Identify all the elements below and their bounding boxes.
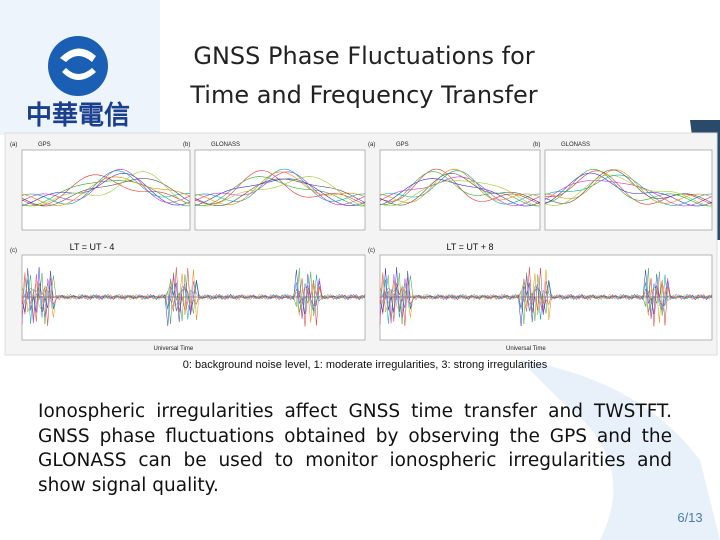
plot-trace	[21, 178, 191, 207]
x-axis-label: Universal Time	[506, 346, 546, 352]
plot-trace	[194, 170, 366, 205]
plot-trace	[194, 171, 366, 206]
plot-trace	[21, 180, 190, 207]
plot-trace	[544, 174, 713, 206]
plot-trace	[21, 172, 191, 206]
plot-trace	[379, 274, 713, 325]
plot-trace	[544, 180, 713, 207]
plot-trace	[194, 176, 365, 207]
plot-trace	[379, 168, 541, 203]
plot-trace	[21, 267, 366, 327]
page-number: 6/13	[677, 510, 702, 525]
logo: 中華電信	[26, 36, 130, 130]
logo-text: 中華電信	[26, 100, 130, 130]
plot-trace	[544, 169, 713, 204]
plot-trace	[21, 168, 191, 203]
watermark	[520, 360, 720, 540]
panel-tag: (c)	[10, 248, 17, 254]
plot-trace	[21, 170, 191, 205]
panel-tag: (b)	[183, 142, 190, 148]
plot-trace	[194, 176, 366, 207]
plot-trace	[21, 274, 366, 325]
panel-tag: (b)	[533, 142, 540, 148]
plot-trace	[21, 171, 191, 207]
figure-caption: 0: background noise level, 1: moderate i…	[183, 359, 548, 371]
plot-trace	[379, 176, 541, 206]
plot-trace	[379, 267, 713, 327]
plot-trace	[544, 170, 713, 205]
figure-panels: (a) GPS (b) GLONASS (a) GPS (b) GLONASS (c) LT = …	[10, 142, 713, 352]
panel-system: GPS	[38, 142, 51, 148]
panel-tag: (a)	[10, 142, 17, 148]
plot-trace	[379, 180, 541, 207]
plot-trace	[379, 172, 541, 206]
plot-trace	[21, 176, 191, 206]
plot-trace	[194, 178, 366, 206]
title-line: GNSS Phase Fluctuations for	[193, 42, 534, 70]
panel	[544, 149, 713, 231]
panel-system: GPS	[396, 142, 409, 148]
plot-trace	[379, 269, 713, 323]
panel-system: GLONASS	[211, 142, 240, 148]
panel-label: LT = UT - 4	[70, 242, 115, 252]
panel	[194, 149, 366, 231]
x-axis-label: Universal Time	[154, 346, 194, 352]
panel-system: GLONASS	[561, 142, 590, 148]
plot-trace	[544, 169, 713, 204]
logo-circle	[48, 36, 108, 96]
plot-trace	[194, 171, 366, 206]
plot-trace	[544, 174, 713, 207]
plot-trace	[21, 267, 366, 327]
body-paragraph: Ionospheric irregularities affect GNSS t…	[38, 401, 672, 496]
panel	[21, 149, 191, 231]
title-line: Time and Frequency Transfer	[189, 81, 537, 109]
plot-trace	[21, 269, 366, 323]
plot-trace	[379, 267, 713, 327]
plot-trace	[194, 168, 366, 202]
panel-tag: (a)	[368, 142, 375, 148]
plot-trace	[379, 171, 540, 207]
panel-tag: (c)	[368, 248, 375, 254]
logo-swirl	[60, 48, 96, 80]
panel-label: LT = UT + 8	[446, 242, 493, 252]
